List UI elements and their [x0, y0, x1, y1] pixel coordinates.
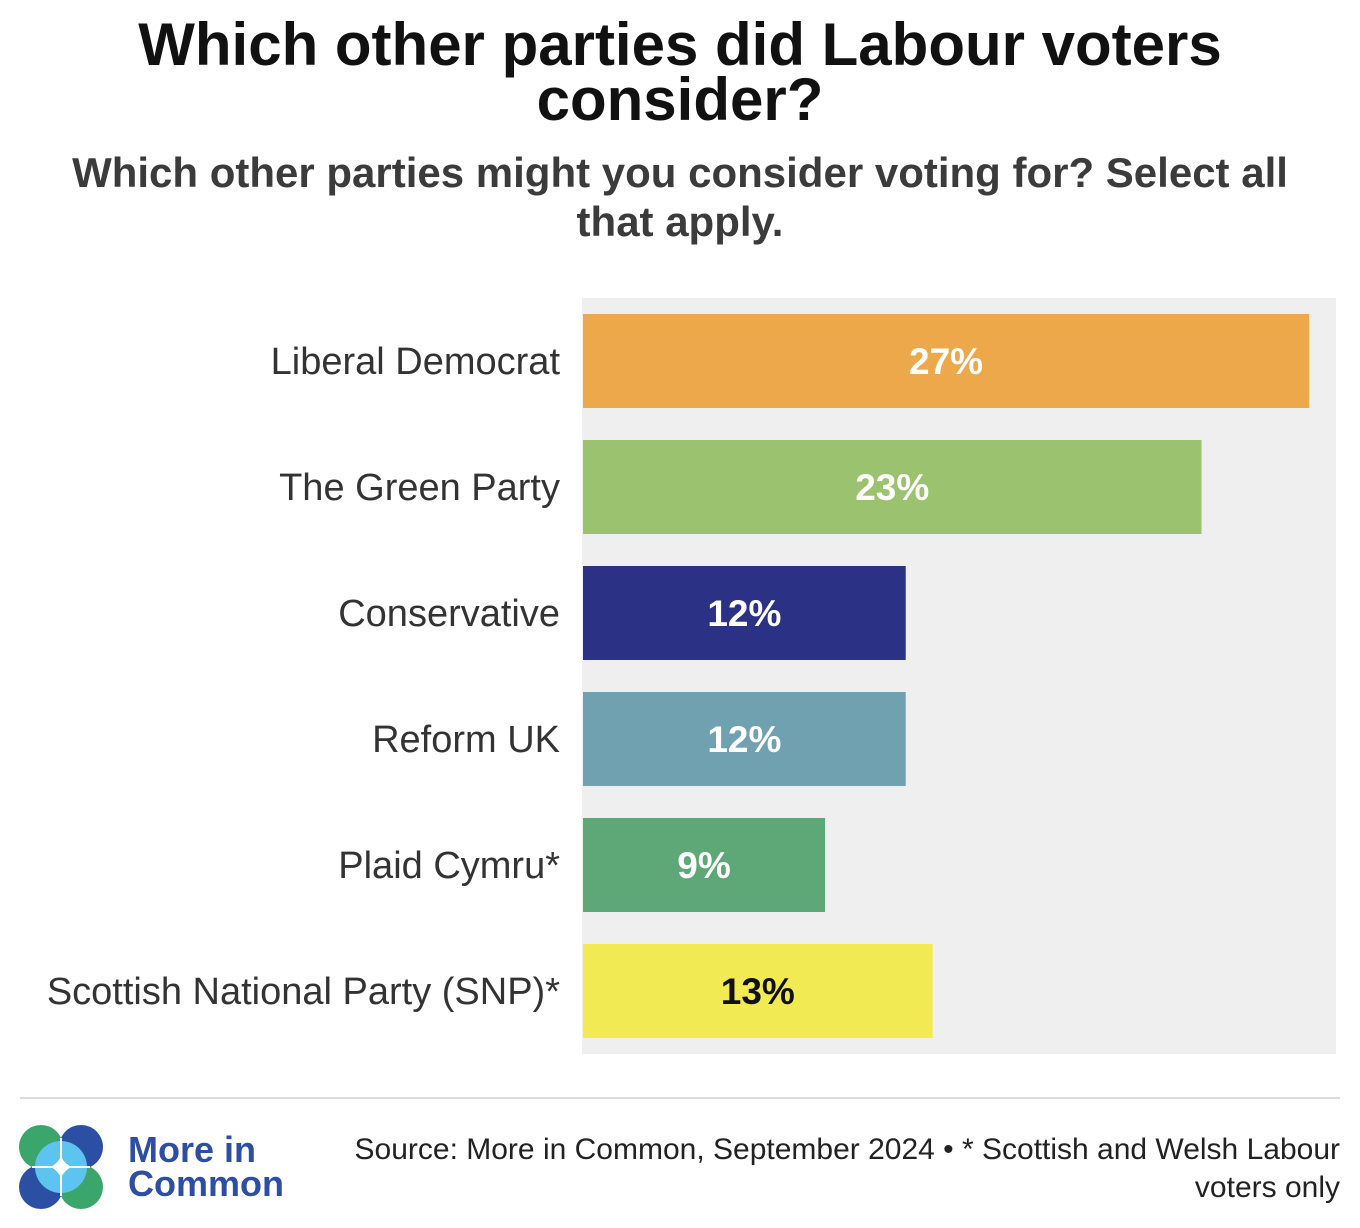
value-label-reform-uk: 12% [707, 719, 781, 760]
value-label-scottish-national-party-snp: 13% [721, 971, 795, 1012]
value-label-plaid-cymru: 9% [677, 845, 730, 886]
value-unit-scottish-national-party-snp: % [762, 971, 795, 1012]
logo-separator [32, 1138, 90, 1196]
value-number-reform-uk: 12 [707, 719, 748, 760]
bar-conservative [583, 566, 906, 660]
chart-title: Which other parties did Labour voters co… [138, 11, 1222, 133]
category-label-reform-uk: Reform UK [372, 719, 560, 761]
plot-area [582, 298, 1336, 1054]
bar-reform-uk [583, 692, 906, 786]
value-unit-the-green-party: % [896, 467, 929, 508]
category-label-conservative: Conservative [338, 593, 560, 635]
bar-plaid-cymru [583, 818, 826, 912]
brand-wordmark: More in Common [128, 1129, 284, 1204]
value-unit-liberal-democrat: % [950, 341, 983, 382]
category-label-the-green-party: The Green Party [279, 467, 560, 509]
value-unit-conservative: % [748, 593, 781, 634]
bar-the-green-party [583, 440, 1202, 534]
footer-divider [20, 1097, 1340, 1099]
value-number-the-green-party: 23 [855, 467, 896, 508]
value-number-liberal-democrat: 27 [909, 341, 950, 382]
value-label-conservative: 12% [707, 593, 781, 634]
value-number-conservative: 12 [707, 593, 748, 634]
category-label-scottish-national-party-snp: Scottish National Party (SNP)* [47, 971, 560, 1013]
value-unit-reform-uk: % [748, 719, 781, 760]
more-in-common-logo-icon [19, 1125, 103, 1209]
value-label-the-green-party: 23% [855, 467, 929, 508]
value-number-scottish-national-party-snp: 13 [721, 971, 762, 1012]
bar-scottish-national-party-snp [583, 944, 933, 1038]
source-note: Source: More in Common, September 2024 •… [354, 1133, 1340, 1204]
bar-chart: Liberal Democrat 27% The Green Party 23% Con… [0, 298, 1360, 1054]
value-number-plaid-cymru: 9 [677, 845, 698, 886]
category-label-liberal-democrat: Liberal Democrat [271, 341, 561, 383]
bar-chart-svg: Liberal Democrat 27% The Green Party 23% Con… [47, 298, 1336, 1054]
bar-liberal-democrat [583, 314, 1310, 408]
value-label-liberal-democrat: 27% [909, 341, 983, 382]
chart-subtitle: Which other parties might you consider v… [72, 149, 1288, 245]
value-unit-plaid-cymru: % [698, 845, 731, 886]
category-label-plaid-cymru: Plaid Cymru* [338, 845, 560, 887]
